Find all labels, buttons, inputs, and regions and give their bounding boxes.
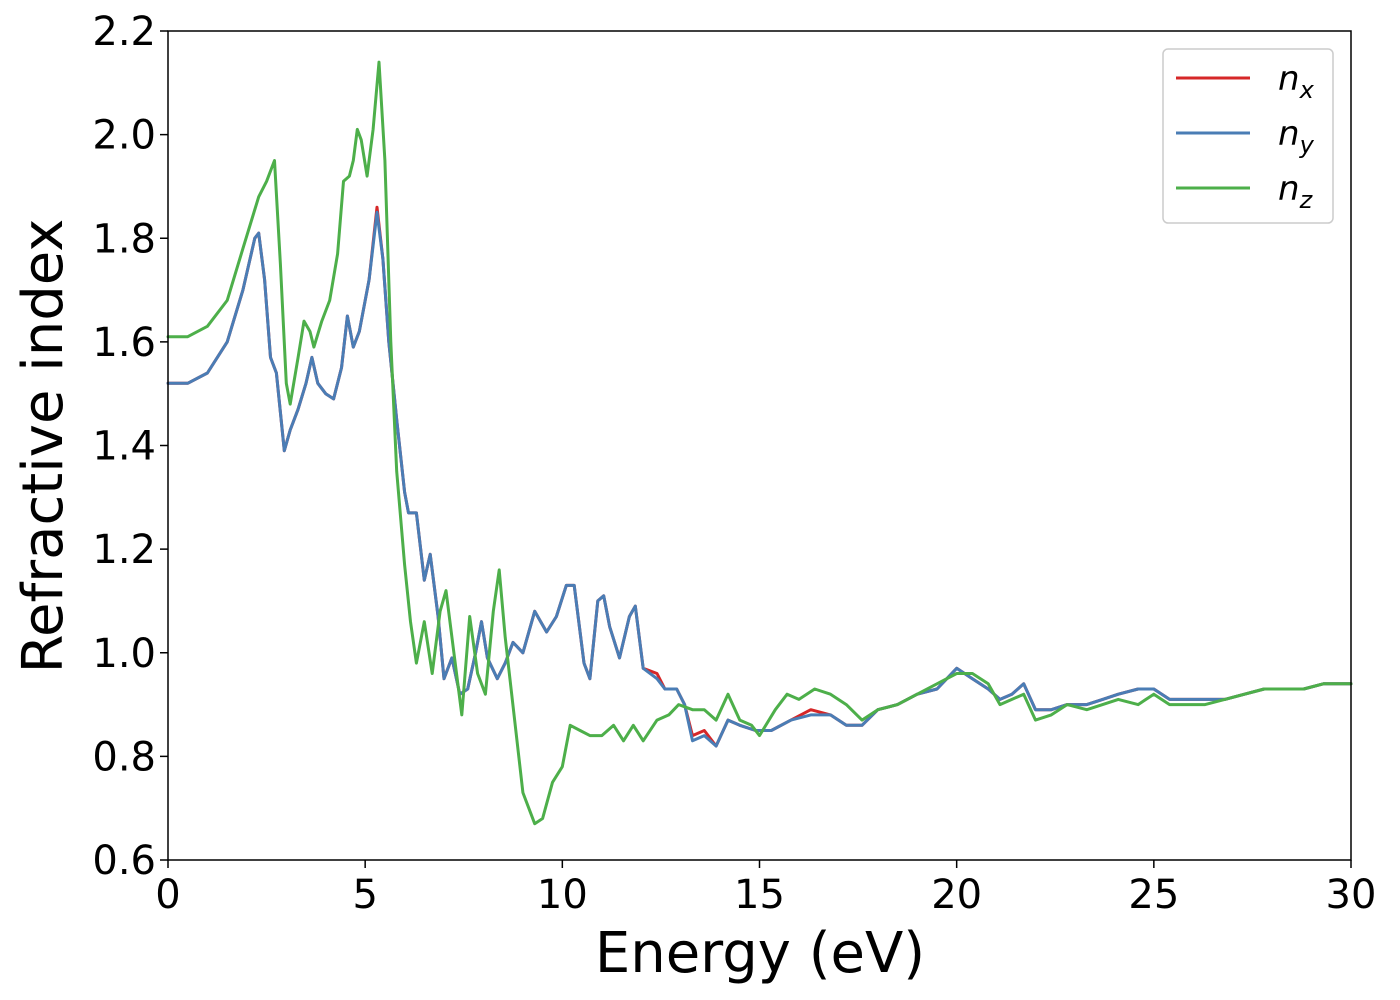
x-tick-label: 5: [352, 872, 377, 918]
x-tick-label: 0: [155, 872, 180, 918]
x-tick-label: 10: [537, 872, 588, 918]
y-tick-label: 1.4: [92, 424, 156, 470]
series-layer: [166, 60, 1353, 826]
x-axis-label: Energy (eV): [595, 921, 925, 986]
y-axis-label: Refractive index: [11, 219, 76, 674]
series-line-y: [166, 210, 1353, 748]
y-tick-label: 0.6: [92, 838, 156, 884]
legend-label: nz: [1278, 169, 1314, 214]
y-tick-label: 0.8: [92, 734, 156, 780]
y-tick-label: 1.6: [92, 320, 156, 366]
y-tick-label: 1.0: [92, 631, 156, 677]
x-tick-label: 15: [734, 872, 785, 918]
x-tick-label: 25: [1128, 872, 1179, 918]
legend-label: nx: [1278, 59, 1315, 104]
x-tick-label: 20: [931, 872, 982, 918]
axes-layer: 0 5 10 15 20 25 30 0.6 0.8 1.0 1.2 1.4 1.6 1.8 2.0 2.2: [92, 9, 1376, 918]
series-line-z: [166, 60, 1353, 826]
y-tick-label: 2.2: [92, 9, 156, 55]
legend-entry-y: ny: [1176, 114, 1315, 159]
legend-entry-x: nx: [1176, 59, 1315, 104]
y-tick-label: 1.8: [92, 216, 156, 262]
y-tick-label: 1.2: [92, 527, 156, 573]
legend-entry-z: nz: [1176, 169, 1314, 214]
legend-label: ny: [1278, 114, 1315, 159]
legend: nx ny nz: [1162, 48, 1334, 224]
y-tick-label: 2.0: [92, 113, 156, 159]
x-tick-label: 30: [1326, 872, 1377, 918]
legend-box: [1162, 48, 1334, 224]
